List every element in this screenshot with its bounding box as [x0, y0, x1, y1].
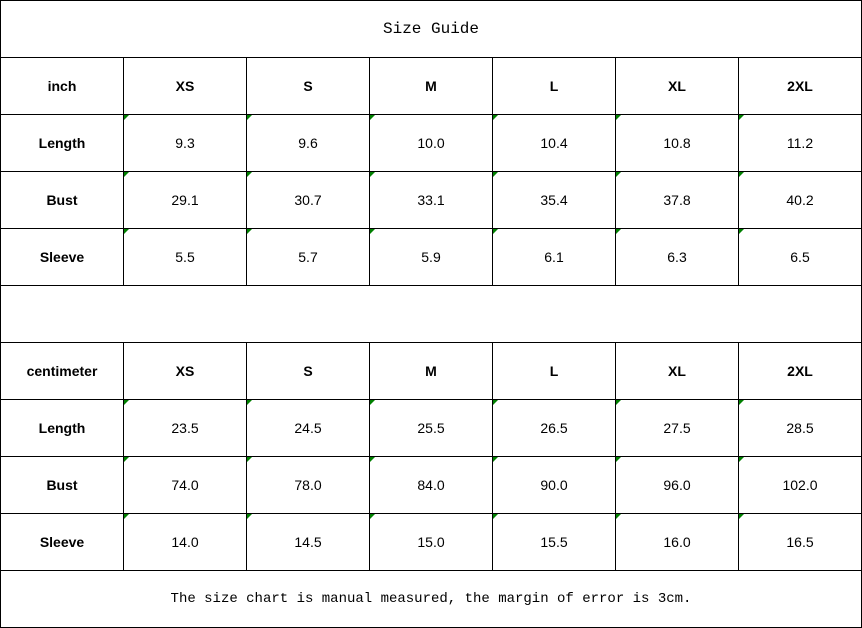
measurement-cell: 6.1	[493, 229, 615, 285]
measurement-cell: 9.6	[247, 115, 369, 171]
measurement-cell: 30.7	[247, 172, 369, 228]
measurement-cell: 25.5	[370, 400, 492, 456]
measurement-cell: 33.1	[370, 172, 492, 228]
cell-marker-icon	[493, 172, 498, 177]
cell-marker-icon	[739, 514, 744, 519]
size-header: XS	[124, 343, 246, 399]
cell-marker-icon	[616, 172, 621, 177]
measurement-cell: 23.5	[124, 400, 246, 456]
row-label: Length	[1, 115, 123, 171]
cell-marker-icon	[370, 172, 375, 177]
cell-marker-icon	[739, 457, 744, 462]
measurement-cell: 15.5	[493, 514, 615, 570]
measurement-cell: 6.5	[739, 229, 861, 285]
table-title: Size Guide	[1, 1, 861, 57]
measurement-cell: 27.5	[616, 400, 738, 456]
cell-marker-icon	[370, 115, 375, 120]
cell-marker-icon	[493, 229, 498, 234]
size-header: XS	[124, 58, 246, 114]
cell-marker-icon	[616, 400, 621, 405]
cell-marker-icon	[370, 514, 375, 519]
cell-marker-icon	[739, 229, 744, 234]
cell-marker-icon	[493, 457, 498, 462]
measurement-cell: 96.0	[616, 457, 738, 513]
row-label: Bust	[1, 457, 123, 513]
row-label: Sleeve	[1, 229, 123, 285]
measurement-cell: 26.5	[493, 400, 615, 456]
cell-marker-icon	[370, 400, 375, 405]
measurement-cell: 84.0	[370, 457, 492, 513]
measurement-cell: 37.8	[616, 172, 738, 228]
measurement-cell: 6.3	[616, 229, 738, 285]
measurement-cell: 16.5	[739, 514, 861, 570]
measurement-cell: 90.0	[493, 457, 615, 513]
row-label: Sleeve	[1, 514, 123, 570]
cell-marker-icon	[247, 172, 252, 177]
measurement-cell: 14.0	[124, 514, 246, 570]
cell-marker-icon	[616, 229, 621, 234]
measurement-cell: 10.4	[493, 115, 615, 171]
cell-marker-icon	[739, 115, 744, 120]
cell-marker-icon	[370, 229, 375, 234]
measurement-cell: 24.5	[247, 400, 369, 456]
cell-marker-icon	[616, 115, 621, 120]
cell-marker-icon	[370, 457, 375, 462]
cell-marker-icon	[124, 400, 129, 405]
cell-marker-icon	[616, 514, 621, 519]
size-header: S	[247, 58, 369, 114]
size-header: 2XL	[739, 343, 861, 399]
cell-marker-icon	[124, 172, 129, 177]
size-header: M	[370, 343, 492, 399]
cell-marker-icon	[247, 514, 252, 519]
cell-marker-icon	[739, 172, 744, 177]
measurement-cell: 102.0	[739, 457, 861, 513]
measurement-cell: 15.0	[370, 514, 492, 570]
cell-marker-icon	[124, 457, 129, 462]
cell-marker-icon	[493, 400, 498, 405]
measurement-cell: 74.0	[124, 457, 246, 513]
measurement-cell: 10.8	[616, 115, 738, 171]
cell-marker-icon	[739, 400, 744, 405]
footer-note: The size chart is manual measured, the m…	[1, 571, 861, 627]
cell-marker-icon	[493, 514, 498, 519]
measurement-cell: 28.5	[739, 400, 861, 456]
measurement-cell: 5.7	[247, 229, 369, 285]
measurement-cell: 29.1	[124, 172, 246, 228]
measurement-cell: 9.3	[124, 115, 246, 171]
size-header: XL	[616, 343, 738, 399]
cell-marker-icon	[493, 115, 498, 120]
measurement-cell: 78.0	[247, 457, 369, 513]
spacer-row	[1, 286, 861, 342]
cell-marker-icon	[247, 115, 252, 120]
unit-header: centimeter	[1, 343, 123, 399]
size-header: S	[247, 343, 369, 399]
measurement-cell: 14.5	[247, 514, 369, 570]
size-header: M	[370, 58, 492, 114]
measurement-cell: 35.4	[493, 172, 615, 228]
measurement-cell: 10.0	[370, 115, 492, 171]
row-label: Length	[1, 400, 123, 456]
measurement-cell: 5.5	[124, 229, 246, 285]
size-header: XL	[616, 58, 738, 114]
cell-marker-icon	[616, 457, 621, 462]
cell-marker-icon	[124, 514, 129, 519]
cell-marker-icon	[124, 115, 129, 120]
unit-header: inch	[1, 58, 123, 114]
measurement-cell: 40.2	[739, 172, 861, 228]
measurement-cell: 5.9	[370, 229, 492, 285]
cell-marker-icon	[124, 229, 129, 234]
cell-marker-icon	[247, 400, 252, 405]
cell-marker-icon	[247, 229, 252, 234]
size-header: L	[493, 343, 615, 399]
measurement-cell: 11.2	[739, 115, 861, 171]
row-label: Bust	[1, 172, 123, 228]
size-header: L	[493, 58, 615, 114]
size-header: 2XL	[739, 58, 861, 114]
cell-marker-icon	[247, 457, 252, 462]
measurement-cell: 16.0	[616, 514, 738, 570]
